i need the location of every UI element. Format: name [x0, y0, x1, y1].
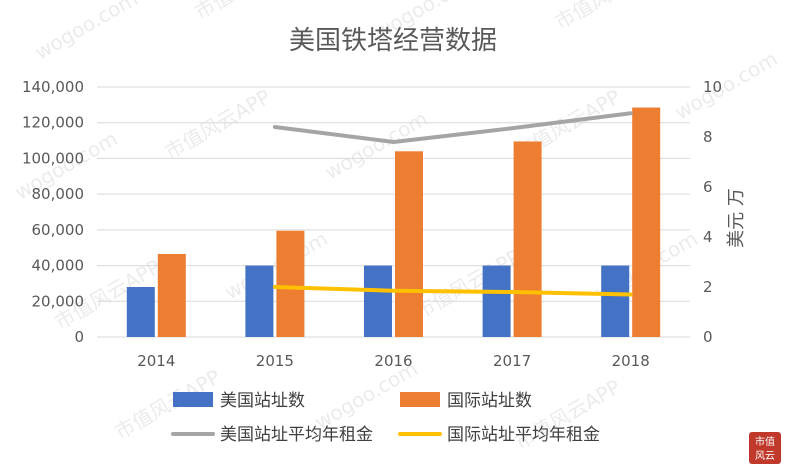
lines [272, 111, 633, 297]
gridlines [97, 86, 690, 338]
chart-title: 美国铁塔经营数据 [289, 26, 497, 56]
watermark-text: 市值风云APP [191, 0, 305, 24]
series-line [272, 111, 633, 144]
bar [245, 265, 274, 337]
bar [126, 287, 155, 337]
watermark-text: 市值风云APP [551, 0, 665, 34]
left-tick-label: 20,000 [32, 292, 85, 310]
right-tick-label: 10 [703, 78, 722, 96]
left-tick-label: 140,000 [22, 78, 84, 96]
left-tick-label: 60,000 [32, 221, 85, 239]
legend-label: 美国站址数 [220, 391, 305, 411]
legend-label: 国际站址数 [447, 391, 532, 411]
bar [601, 265, 630, 337]
watermark-text: wogoo.com [31, 0, 142, 64]
right-tick-label: 0 [703, 328, 713, 346]
logo-seal-icon [749, 432, 781, 464]
left-tick-label: 80,000 [32, 185, 85, 203]
legend-swatch [400, 392, 440, 407]
right-axis-label: 美元 万 [726, 188, 747, 248]
bar [364, 265, 392, 337]
bar [632, 107, 661, 338]
left-tick-label: 100,000 [22, 149, 84, 167]
logo-text-bottom: 风云 [755, 450, 775, 462]
legend-swatch [173, 392, 213, 407]
x-tick-label: 2014 [137, 352, 175, 370]
right-tick-label: 2 [703, 278, 713, 296]
bar [395, 151, 423, 337]
left-tick-label: 0 [74, 328, 84, 346]
x-tick-label: 2015 [256, 352, 294, 370]
bar [157, 253, 186, 337]
bars [126, 107, 661, 338]
right-tick-label: 4 [703, 228, 713, 246]
legend-label: 美国站址平均年租金 [220, 425, 373, 445]
x-tick-label: 2018 [612, 352, 650, 370]
left-tick-label: 40,000 [32, 257, 85, 275]
x-tick-label: 2017 [493, 352, 531, 370]
bar [482, 265, 511, 337]
right-tick-label: 8 [703, 128, 713, 146]
left-axis-ticks: 0 20,000 40,000 60,000 80,000 100,000 120,000 1… [22, 78, 84, 346]
right-axis-ticks: 0 2 4 6 8 10 [703, 78, 722, 346]
watermark-text: wogoo.com [671, 46, 782, 124]
series-line [272, 285, 633, 297]
bar [513, 141, 542, 337]
x-tick-label: 2016 [374, 352, 412, 370]
legend-label: 国际站址平均年租金 [447, 425, 600, 445]
logo-seal: 市值 风云 [749, 432, 781, 464]
x-axis-ticks: 2014 2015 2016 2017 2018 [137, 352, 650, 370]
bar [276, 230, 305, 337]
right-tick-label: 6 [703, 178, 713, 196]
logo-text-top: 市值 [755, 435, 775, 448]
left-tick-label: 120,000 [22, 114, 84, 132]
watermark-text: 市值风云APP [161, 85, 275, 165]
